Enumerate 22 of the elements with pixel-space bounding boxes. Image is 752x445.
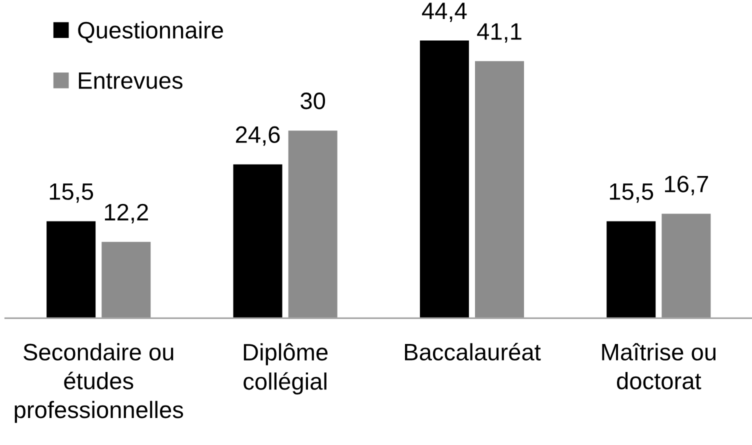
data-label: 41,1 bbox=[477, 23, 522, 43]
data-label: 16,7 bbox=[665, 176, 708, 196]
data-label: 24,6 bbox=[236, 126, 280, 146]
data-label: 12,2 bbox=[104, 204, 148, 224]
bar bbox=[46, 221, 96, 318]
data-label: 15,5 bbox=[50, 183, 94, 203]
bar bbox=[233, 164, 282, 318]
data-label: 30 bbox=[300, 92, 326, 110]
bar bbox=[102, 242, 151, 318]
bar bbox=[662, 214, 711, 318]
data-label: 44,4 bbox=[422, 2, 467, 22]
bar bbox=[420, 40, 469, 318]
x-tick-label: Diplôme collégial bbox=[244, 343, 328, 395]
legend-label: Questionnaire bbox=[78, 21, 223, 43]
x-tick-label: Maîtrise ou doctorat bbox=[602, 343, 716, 390]
x-tick-label: Secondaire ou études professionnelles bbox=[14, 343, 184, 423]
x-tick-label: Baccalauréat bbox=[405, 342, 541, 361]
bar bbox=[606, 221, 656, 318]
bar bbox=[288, 130, 338, 318]
data-label: 15,5 bbox=[610, 183, 654, 203]
bar bbox=[475, 61, 524, 318]
legend-label: Entrevues bbox=[78, 72, 182, 89]
